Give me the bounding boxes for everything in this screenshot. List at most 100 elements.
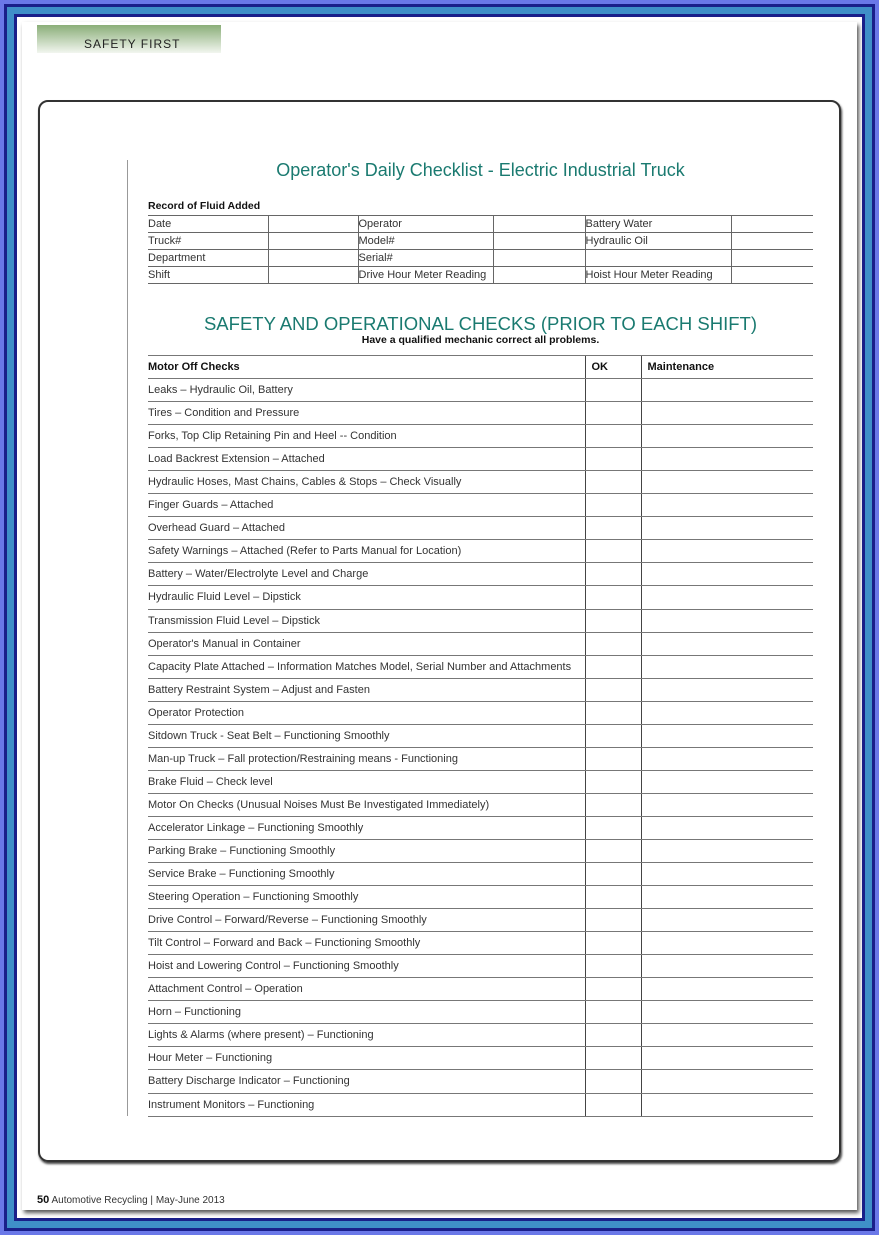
fluid-label bbox=[585, 249, 732, 267]
maintenance-cell[interactable] bbox=[640, 723, 813, 748]
maintenance-cell[interactable] bbox=[640, 401, 813, 426]
ok-cell[interactable] bbox=[584, 516, 641, 541]
ok-cell[interactable] bbox=[584, 700, 641, 725]
check-item: Overhead Guard – Attached bbox=[148, 516, 585, 541]
maintenance-cell[interactable] bbox=[640, 516, 813, 541]
ok-cell[interactable] bbox=[584, 769, 641, 794]
ok-cell[interactable] bbox=[584, 1000, 641, 1025]
divider bbox=[127, 160, 128, 1116]
fluid-label: Hydraulic Oil bbox=[585, 232, 732, 250]
ok-cell[interactable] bbox=[584, 654, 641, 679]
ok-cell[interactable] bbox=[584, 677, 641, 702]
maintenance-cell[interactable] bbox=[640, 654, 813, 679]
ok-cell[interactable] bbox=[584, 815, 641, 840]
maintenance-cell[interactable] bbox=[640, 1046, 813, 1071]
ok-cell[interactable] bbox=[584, 470, 641, 495]
ok-cell[interactable] bbox=[584, 1046, 641, 1071]
ok-cell[interactable] bbox=[584, 1069, 641, 1094]
ok-cell[interactable] bbox=[584, 723, 641, 748]
check-item: Motor On Checks (Unusual Noises Must Be … bbox=[148, 792, 585, 817]
fluid-field[interactable] bbox=[268, 266, 359, 284]
maintenance-cell[interactable] bbox=[640, 378, 813, 403]
ok-cell[interactable] bbox=[584, 401, 641, 426]
maintenance-cell[interactable] bbox=[640, 424, 813, 449]
maintenance-cell[interactable] bbox=[640, 608, 813, 633]
ok-cell[interactable] bbox=[584, 585, 641, 610]
col-ok: OK bbox=[584, 354, 641, 380]
maintenance-cell[interactable] bbox=[640, 769, 813, 794]
ok-cell[interactable] bbox=[584, 954, 641, 979]
check-item: Man-up Truck – Fall protection/Restraini… bbox=[148, 746, 585, 771]
check-row: Hydraulic Fluid Level – Dipstick bbox=[148, 585, 813, 610]
maintenance-cell[interactable] bbox=[640, 746, 813, 771]
maintenance-cell[interactable] bbox=[640, 838, 813, 864]
fluid-field[interactable] bbox=[493, 266, 586, 284]
maintenance-cell[interactable] bbox=[640, 470, 813, 495]
maintenance-cell[interactable] bbox=[640, 700, 813, 725]
fluid-field[interactable] bbox=[731, 249, 813, 267]
maintenance-cell[interactable] bbox=[640, 1069, 813, 1094]
fluid-field[interactable] bbox=[268, 249, 359, 267]
ok-cell[interactable] bbox=[584, 838, 641, 864]
ok-cell[interactable] bbox=[584, 931, 641, 956]
check-item: Parking Brake – Functioning Smoothly bbox=[148, 838, 585, 864]
issue: May-June 2013 bbox=[155, 1195, 225, 1206]
ok-cell[interactable] bbox=[584, 424, 641, 449]
fluid-field[interactable] bbox=[493, 215, 586, 233]
fluid-field[interactable] bbox=[268, 215, 359, 233]
col-checks: Motor Off Checks bbox=[148, 354, 585, 380]
check-row: Horn – Functioning bbox=[148, 1000, 813, 1025]
maintenance-cell[interactable] bbox=[640, 539, 813, 564]
fluid-label: Shift bbox=[148, 266, 269, 284]
maintenance-cell[interactable] bbox=[640, 1000, 813, 1025]
fluid-field[interactable] bbox=[493, 232, 586, 250]
check-row: Battery Restraint System – Adjust and Fa… bbox=[148, 677, 813, 702]
maintenance-cell[interactable] bbox=[640, 1092, 813, 1117]
fluid-field[interactable] bbox=[731, 232, 813, 250]
maintenance-cell[interactable] bbox=[640, 885, 813, 910]
check-item: Drive Control – Forward/Reverse – Functi… bbox=[148, 908, 585, 933]
ok-cell[interactable] bbox=[584, 608, 641, 633]
maintenance-cell[interactable] bbox=[640, 977, 813, 1002]
maintenance-cell[interactable] bbox=[640, 792, 813, 817]
separator: | bbox=[150, 1195, 154, 1206]
check-item: Brake Fluid – Check level bbox=[148, 769, 585, 794]
ok-cell[interactable] bbox=[584, 862, 641, 887]
ok-cell[interactable] bbox=[584, 977, 641, 1002]
ok-cell[interactable] bbox=[584, 562, 641, 587]
maintenance-cell[interactable] bbox=[640, 862, 813, 887]
fluid-field[interactable] bbox=[731, 266, 813, 284]
fluid-field[interactable] bbox=[268, 232, 359, 250]
ok-cell[interactable] bbox=[584, 885, 641, 910]
check-row: Leaks – Hydraulic Oil, Battery bbox=[148, 378, 813, 403]
fluid-label: Drive Hour Meter Reading bbox=[358, 266, 494, 284]
maintenance-cell[interactable] bbox=[640, 908, 813, 933]
ok-cell[interactable] bbox=[584, 631, 641, 656]
maintenance-cell[interactable] bbox=[640, 631, 813, 656]
maintenance-cell[interactable] bbox=[640, 815, 813, 840]
maintenance-cell[interactable] bbox=[640, 954, 813, 979]
check-item: Battery Restraint System – Adjust and Fa… bbox=[148, 677, 585, 702]
maintenance-cell[interactable] bbox=[640, 585, 813, 610]
ok-cell[interactable] bbox=[584, 1023, 641, 1048]
ok-cell[interactable] bbox=[584, 746, 641, 771]
ok-cell[interactable] bbox=[584, 792, 641, 817]
check-item: Battery – Water/Electrolyte Level and Ch… bbox=[148, 562, 585, 587]
ok-cell[interactable] bbox=[584, 378, 641, 403]
fluid-field[interactable] bbox=[731, 215, 813, 233]
maintenance-cell[interactable] bbox=[640, 493, 813, 518]
maintenance-cell[interactable] bbox=[640, 447, 813, 472]
ok-cell[interactable] bbox=[584, 447, 641, 472]
ok-cell[interactable] bbox=[584, 1092, 641, 1117]
maintenance-cell[interactable] bbox=[640, 1023, 813, 1048]
check-row: Brake Fluid – Check level bbox=[148, 769, 813, 794]
ok-cell[interactable] bbox=[584, 493, 641, 518]
maintenance-cell[interactable] bbox=[640, 677, 813, 702]
ok-cell[interactable] bbox=[584, 908, 641, 933]
check-item: Finger Guards – Attached bbox=[148, 493, 585, 518]
checks-header-row: Motor Off Checks OK Maintenance bbox=[148, 354, 813, 380]
ok-cell[interactable] bbox=[584, 539, 641, 564]
maintenance-cell[interactable] bbox=[640, 931, 813, 956]
maintenance-cell[interactable] bbox=[640, 562, 813, 587]
fluid-field[interactable] bbox=[493, 249, 586, 267]
